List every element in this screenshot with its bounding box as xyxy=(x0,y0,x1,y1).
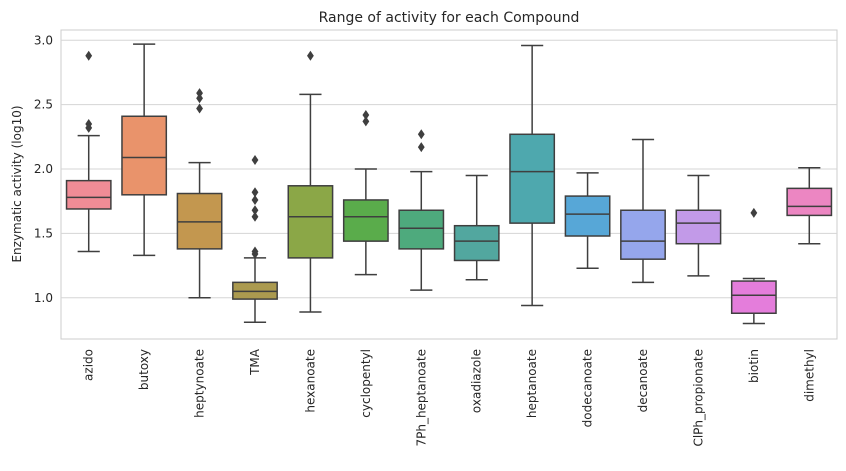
box-iqr xyxy=(564,195,611,237)
box-heptynoate xyxy=(176,88,223,299)
outlier-point xyxy=(417,142,425,153)
box-iqr xyxy=(675,209,722,245)
box-heptanoate xyxy=(509,44,556,307)
x-axis-ticks: azido butoxy heptynoate TMA hexanoate cyclope… xyxy=(82,348,817,446)
outlier-point xyxy=(196,93,203,104)
outlier-point xyxy=(251,205,259,216)
x-tick-label: ClPh_propionate xyxy=(691,349,705,447)
x-tick-label: hexanoate xyxy=(303,349,317,413)
outlier-point xyxy=(85,122,93,133)
outlier-point xyxy=(196,103,203,114)
x-tick-label: decanoate xyxy=(636,349,650,412)
x-tick-label: biotin xyxy=(747,349,761,383)
box-azido xyxy=(65,50,112,253)
outlier-point xyxy=(417,129,425,140)
box-7Ph_heptanoate xyxy=(398,129,445,291)
box-iqr xyxy=(65,179,112,210)
box-dodecanoate xyxy=(564,172,611,269)
x-tick-label: heptynoate xyxy=(193,349,207,418)
x-tick-label: oxadiazole xyxy=(470,349,484,413)
y-tick-label: 3.0 xyxy=(34,33,53,47)
outlier-point xyxy=(251,211,259,222)
outlier-point xyxy=(251,194,259,205)
box-butoxy xyxy=(121,43,168,257)
x-tick-label: 7Ph_heptanoate xyxy=(414,349,428,447)
box-iqr xyxy=(730,280,777,314)
x-tick-label: butoxy xyxy=(137,349,151,390)
x-tick-label: heptanoate xyxy=(525,349,539,418)
box-iqr xyxy=(453,224,500,262)
outlier-point xyxy=(362,116,370,127)
box-iqr xyxy=(287,185,334,259)
box-iqr xyxy=(509,133,556,224)
x-tick-label: azido xyxy=(82,349,96,381)
box-TMA xyxy=(232,155,278,324)
outlier-point xyxy=(251,249,259,260)
box-oxadiazole xyxy=(453,174,500,281)
x-tick-label: cyclopentyl xyxy=(359,349,373,418)
box-iqr xyxy=(786,187,833,217)
y-tick-label: 2.0 xyxy=(34,162,53,176)
box-iqr xyxy=(398,209,445,250)
box-biotin xyxy=(730,207,777,325)
plot-background xyxy=(60,29,838,340)
box-cyclopentyl xyxy=(342,109,389,276)
x-tick-label: dodecanoate xyxy=(581,349,595,427)
y-axis-ticks: 1.0 1.5 2.0 2.5 3.0 xyxy=(34,33,53,305)
x-tick-label: dimethyl xyxy=(802,349,816,402)
chart-title: Range of activity for each Compound xyxy=(319,10,580,26)
box-iqr xyxy=(342,199,389,242)
outlier-point xyxy=(307,50,314,61)
boxes-layer xyxy=(65,43,833,325)
outlier-point xyxy=(251,155,259,166)
box-dimethyl xyxy=(786,167,833,245)
x-tick-label: TMA xyxy=(248,348,262,376)
box-ClPh_propionate xyxy=(675,174,722,277)
y-tick-label: 2.5 xyxy=(34,98,53,112)
box-hexanoate xyxy=(287,50,334,313)
outlier-point xyxy=(85,50,93,61)
outlier-point xyxy=(362,109,370,120)
outlier-point xyxy=(251,187,259,198)
y-tick-label: 1.0 xyxy=(34,291,53,305)
box-iqr xyxy=(121,115,168,196)
outlier-point xyxy=(196,88,203,99)
y-tick-label: 1.5 xyxy=(34,226,53,240)
box-decanoate xyxy=(620,138,666,284)
box-iqr xyxy=(620,209,666,260)
outlier-point xyxy=(750,207,758,218)
y-axis-label: Enzymatic activity (log10) xyxy=(10,105,24,262)
